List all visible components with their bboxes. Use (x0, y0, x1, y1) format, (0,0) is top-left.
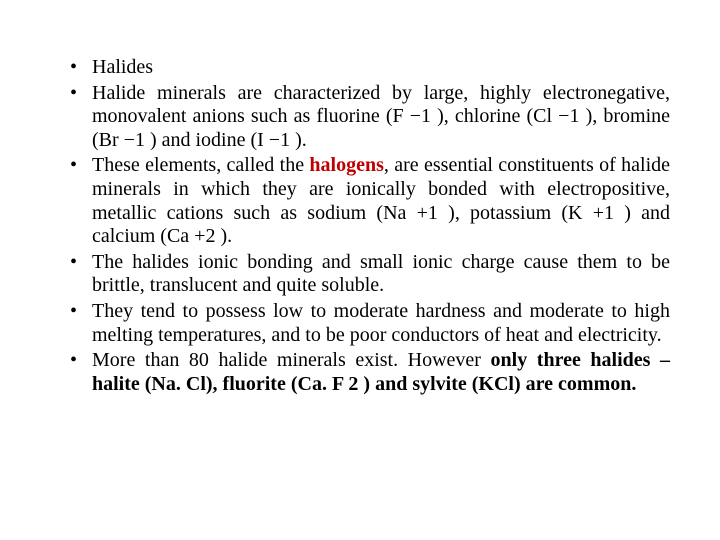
bullet-list: Halides Halide minerals are characterize… (50, 56, 670, 396)
list-item: They tend to possess low to moderate har… (92, 300, 670, 347)
slide-container: Halides Halide minerals are characterize… (0, 0, 720, 540)
list-item: The halides ionic bonding and small ioni… (92, 251, 670, 298)
bullet-text: They tend to possess low to moderate har… (92, 300, 670, 346)
bullet-text: These elements, called the (92, 154, 309, 176)
list-item: More than 80 halide minerals exist. Howe… (92, 349, 670, 396)
highlight-text: halogens (309, 154, 383, 176)
list-item: Halides (92, 56, 670, 80)
bullet-text: More than 80 halide minerals exist. Howe… (92, 349, 491, 371)
bullet-text: The halides ionic bonding and small ioni… (92, 251, 670, 297)
list-item: These elements, called the halogens, are… (92, 154, 670, 248)
bullet-text: Halides (92, 56, 153, 78)
bold-text: . (631, 373, 636, 395)
bullet-text: Halide minerals are characterized by lar… (92, 82, 670, 151)
list-item: Halide minerals are characterized by lar… (92, 82, 670, 153)
